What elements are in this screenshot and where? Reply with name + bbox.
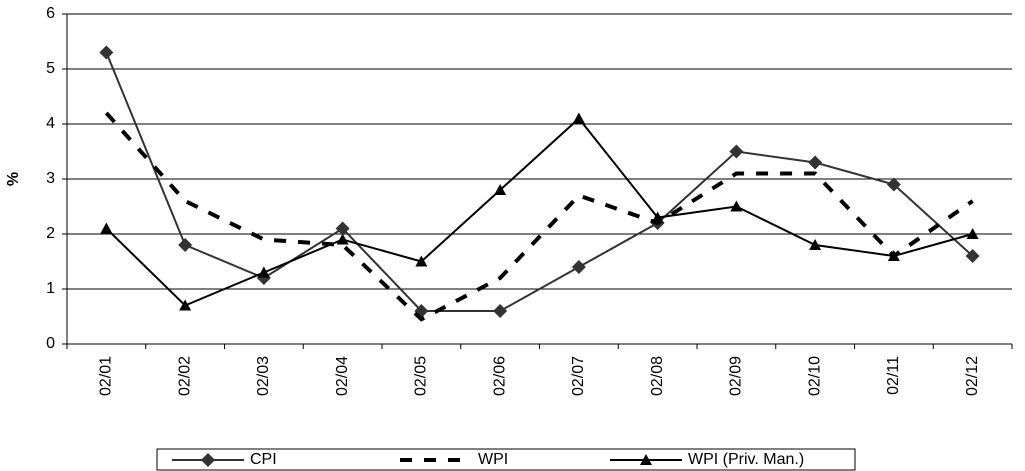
y-tick-label: 0: [46, 335, 55, 352]
data-point: [335, 221, 350, 236]
data-point: [730, 200, 743, 212]
series-line: [105, 117, 973, 307]
data-point: [100, 222, 113, 234]
data-point: [99, 45, 114, 60]
x-tick-label: 02/12: [964, 356, 981, 396]
legend-box: [156, 448, 856, 471]
x-tick-label: 02/09: [728, 356, 745, 396]
legend-marker: [201, 453, 215, 467]
data-point: [729, 144, 744, 159]
data-point: [809, 239, 822, 250]
legend-label: WPI (Priv. Man.): [688, 451, 804, 468]
legend-label: WPI: [478, 451, 508, 468]
data-point: [886, 177, 901, 192]
legend-label: CPI: [250, 451, 277, 468]
data-point: [966, 228, 979, 239]
y-tick-label: 4: [46, 115, 55, 132]
y-tick-label: 3: [46, 170, 55, 187]
y-tick-label: 6: [46, 5, 55, 22]
x-tick-label: 02/10: [806, 356, 823, 396]
data-point: [651, 211, 664, 223]
x-tick-label: 02/02: [176, 356, 193, 396]
data-point: [493, 304, 508, 318]
data-point: [572, 112, 585, 124]
data-point: [257, 266, 270, 278]
data-point: [415, 255, 428, 267]
data-point: [887, 250, 900, 261]
x-tick-label: 02/04: [334, 356, 351, 396]
y-axis-label: %: [5, 172, 22, 186]
x-tick-label: 02/06: [491, 356, 508, 396]
x-tick-label: 02/05: [413, 356, 430, 396]
series-line: [104, 111, 974, 322]
x-tick-label: 02/11: [885, 356, 902, 395]
x-tick-label: 02/08: [649, 356, 666, 396]
legend-marker: [640, 454, 652, 465]
data-point: [571, 260, 586, 274]
series-line: [105, 52, 974, 312]
x-tick-label: 02/01: [98, 356, 115, 396]
data-point: [178, 238, 193, 252]
y-tick-label: 1: [46, 280, 55, 297]
data-point: [808, 155, 823, 170]
x-tick-label: 02/07: [570, 356, 587, 396]
data-point: [336, 233, 349, 245]
data-point: [179, 299, 192, 311]
x-tick-label: 02/03: [255, 356, 272, 396]
data-point: [494, 184, 507, 195]
y-tick-label: 5: [46, 60, 55, 77]
y-tick-label: 2: [46, 225, 55, 242]
data-point: [965, 249, 980, 263]
